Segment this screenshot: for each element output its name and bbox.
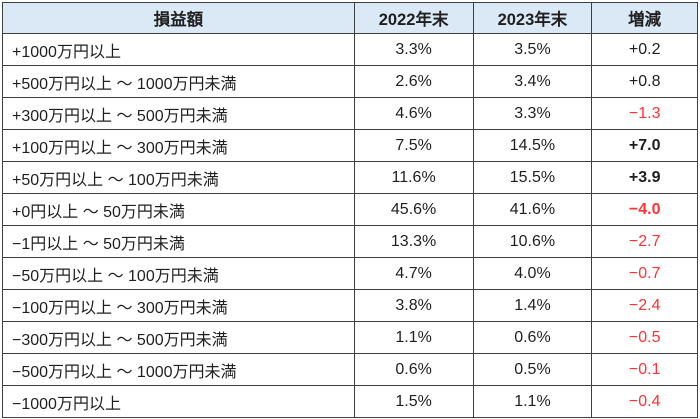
row-label-cell: +100万円以上 ～ 300万円未満 [2, 129, 355, 162]
value-2022-cell: 4.6% [353, 97, 474, 130]
change-value-cell: +7.0 [591, 129, 698, 162]
table-body: +1000万円以上 3.3% 3.5% +0.2 +500万円以上 ～ 1000… [2, 33, 698, 418]
table-header: 損益額 2022年末 2023年末 増減 [2, 2, 698, 34]
value-2023-cell: 3.4% [472, 65, 593, 98]
header-change: 増減 [591, 2, 698, 34]
table-row: +50万円以上 ～ 100万円未満 11.6% 15.5% +3.9 [2, 161, 698, 194]
change-value-cell: −0.5 [591, 321, 698, 354]
row-label-cell: −50万円以上 ～ 100万円未満 [2, 257, 355, 290]
change-value-cell: −0.1 [591, 353, 698, 386]
value-2022-cell: 45.6% [353, 193, 474, 226]
value-2023-cell: 14.5% [472, 129, 593, 162]
value-2023-cell: 10.6% [472, 225, 593, 258]
change-value-cell: −2.4 [591, 289, 698, 322]
row-label-cell: +0円以上 ～ 50万円未満 [2, 193, 355, 226]
value-2022-cell: 2.6% [353, 65, 474, 98]
row-label-cell: −300万円以上 ～ 500万円未満 [2, 321, 355, 354]
change-value-cell: +3.9 [591, 161, 698, 194]
table-row: −100万円以上 ～ 300万円未満 3.8% 1.4% −2.4 [2, 289, 698, 322]
table-row: −1円以上 ～ 50万円未満 13.3% 10.6% −2.7 [2, 225, 698, 258]
value-2022-cell: 1.1% [353, 321, 474, 354]
table-row: +1000万円以上 3.3% 3.5% +0.2 [2, 33, 698, 66]
row-label-cell: −1000万円以上 [2, 385, 355, 418]
value-2022-cell: 4.7% [353, 257, 474, 290]
table-row: +0円以上 ～ 50万円未満 45.6% 41.6% −4.0 [2, 193, 698, 226]
value-2022-cell: 3.8% [353, 289, 474, 322]
change-value-cell: +0.8 [591, 65, 698, 98]
value-2023-cell: 3.5% [472, 33, 593, 66]
change-value-cell: −0.4 [591, 385, 698, 418]
row-label-cell: +1000万円以上 [2, 33, 355, 66]
row-label-cell: −1円以上 ～ 50万円未満 [2, 225, 355, 258]
table-row: −500万円以上 ～ 1000万円未満 0.6% 0.5% −0.1 [2, 353, 698, 386]
table-row: +100万円以上 ～ 300万円未満 7.5% 14.5% +7.0 [2, 129, 698, 162]
change-value-cell: −0.7 [591, 257, 698, 290]
value-2022-cell: 11.6% [353, 161, 474, 194]
value-2022-cell: 0.6% [353, 353, 474, 386]
change-value-cell: +0.2 [591, 33, 698, 66]
table-row: −300万円以上 ～ 500万円未満 1.1% 0.6% −0.5 [2, 321, 698, 354]
value-2023-cell: 4.0% [472, 257, 593, 290]
value-2023-cell: 3.3% [472, 97, 593, 130]
table-row: +300万円以上 ～ 500万円未満 4.6% 3.3% −1.3 [2, 97, 698, 130]
table-row: −50万円以上 ～ 100万円未満 4.7% 4.0% −0.7 [2, 257, 698, 290]
header-2023-year-end: 2023年末 [472, 2, 593, 34]
value-2023-cell: 0.6% [472, 321, 593, 354]
value-2022-cell: 1.5% [353, 385, 474, 418]
row-label-cell: +500万円以上 ～ 1000万円未満 [2, 65, 355, 98]
header-row: 損益額 2022年末 2023年末 増減 [2, 2, 698, 34]
row-label-cell: +50万円以上 ～ 100万円未満 [2, 161, 355, 194]
table-row: +500万円以上 ～ 1000万円未満 2.6% 3.4% +0.8 [2, 65, 698, 98]
value-2023-cell: 15.5% [472, 161, 593, 194]
value-2022-cell: 7.5% [353, 129, 474, 162]
table-row: −1000万円以上 1.5% 1.1% −0.4 [2, 385, 698, 418]
change-value-cell: −1.3 [591, 97, 698, 130]
value-2022-cell: 3.3% [353, 33, 474, 66]
value-2023-cell: 1.4% [472, 289, 593, 322]
row-label-cell: −100万円以上 ～ 300万円未満 [2, 289, 355, 322]
value-2023-cell: 0.5% [472, 353, 593, 386]
row-label-cell: −500万円以上 ～ 1000万円未満 [2, 353, 355, 386]
row-label-cell: +300万円以上 ～ 500万円未満 [2, 97, 355, 130]
value-2022-cell: 13.3% [353, 225, 474, 258]
header-2022-year-end: 2022年末 [353, 2, 474, 34]
value-2023-cell: 41.6% [472, 193, 593, 226]
change-value-cell: −4.0 [591, 193, 698, 226]
change-value-cell: −2.7 [591, 225, 698, 258]
value-2023-cell: 1.1% [472, 385, 593, 418]
header-profit-loss-amount: 損益額 [2, 2, 355, 34]
